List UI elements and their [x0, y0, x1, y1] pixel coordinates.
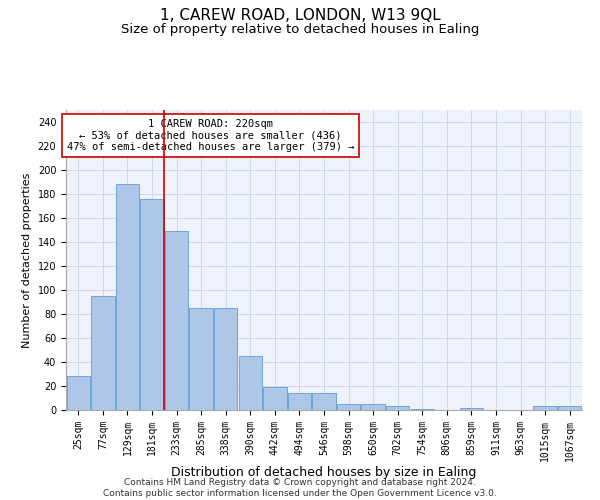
Text: Contains HM Land Registry data © Crown copyright and database right 2024.
Contai: Contains HM Land Registry data © Crown c…	[103, 478, 497, 498]
Bar	[313, 393, 335, 410]
Bar	[91, 296, 115, 410]
Bar	[140, 199, 164, 410]
Bar	[165, 231, 188, 410]
X-axis label: Distribution of detached houses by size in Ealing: Distribution of detached houses by size …	[172, 466, 476, 479]
Bar	[558, 406, 581, 410]
Bar	[410, 409, 434, 410]
Bar	[386, 406, 409, 410]
Bar	[361, 404, 385, 410]
Text: 1, CAREW ROAD, LONDON, W13 9QL: 1, CAREW ROAD, LONDON, W13 9QL	[160, 8, 440, 22]
Text: 1 CAREW ROAD: 220sqm
← 53% of detached houses are smaller (436)
47% of semi-deta: 1 CAREW ROAD: 220sqm ← 53% of detached h…	[67, 119, 354, 152]
Bar	[263, 387, 287, 410]
Y-axis label: Number of detached properties: Number of detached properties	[22, 172, 32, 348]
Bar	[190, 308, 213, 410]
Bar	[460, 408, 483, 410]
Bar	[214, 308, 238, 410]
Bar	[239, 356, 262, 410]
Bar	[116, 184, 139, 410]
Bar	[288, 393, 311, 410]
Text: Size of property relative to detached houses in Ealing: Size of property relative to detached ho…	[121, 22, 479, 36]
Bar	[67, 376, 90, 410]
Bar	[337, 404, 360, 410]
Bar	[533, 406, 557, 410]
